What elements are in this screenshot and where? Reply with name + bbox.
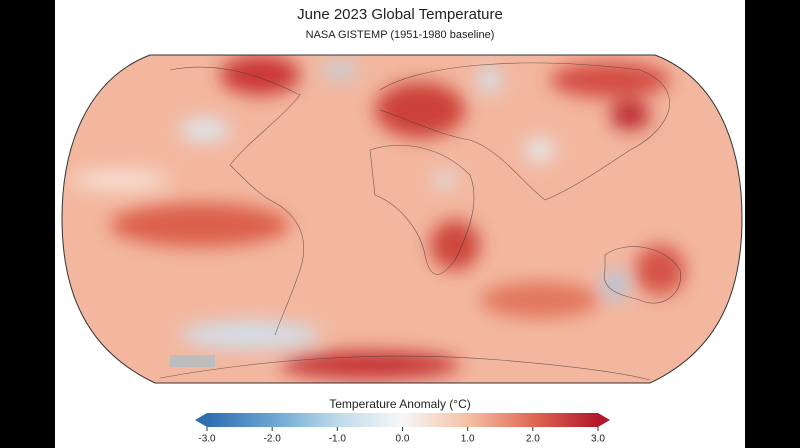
colorbar-tick-label: 2.0 bbox=[526, 434, 540, 445]
colorbar-tick-label: 0.0 bbox=[396, 434, 410, 445]
colorbar-tick-label: -3.0 bbox=[198, 434, 216, 445]
colorbar-scale bbox=[207, 413, 598, 427]
colorbar-arrow-low bbox=[195, 413, 207, 427]
colorbar-tick-label: -1.0 bbox=[329, 434, 347, 445]
colorbar-arrow-high bbox=[598, 413, 610, 427]
colorbar-tick-label: 1.0 bbox=[461, 434, 475, 445]
title: June 2023 Global Temperature bbox=[297, 6, 503, 23]
map bbox=[62, 55, 742, 383]
map-outline bbox=[61, 54, 743, 384]
colorbar-label: Temperature Anomaly (°C) bbox=[329, 397, 471, 411]
subtitle: NASA GISTEMP (1951-1980 baseline) bbox=[306, 29, 495, 41]
colorbar bbox=[195, 413, 610, 427]
colorbar-tick-label: -2.0 bbox=[264, 434, 282, 445]
colorbar-tick-label: 3.0 bbox=[591, 434, 605, 445]
